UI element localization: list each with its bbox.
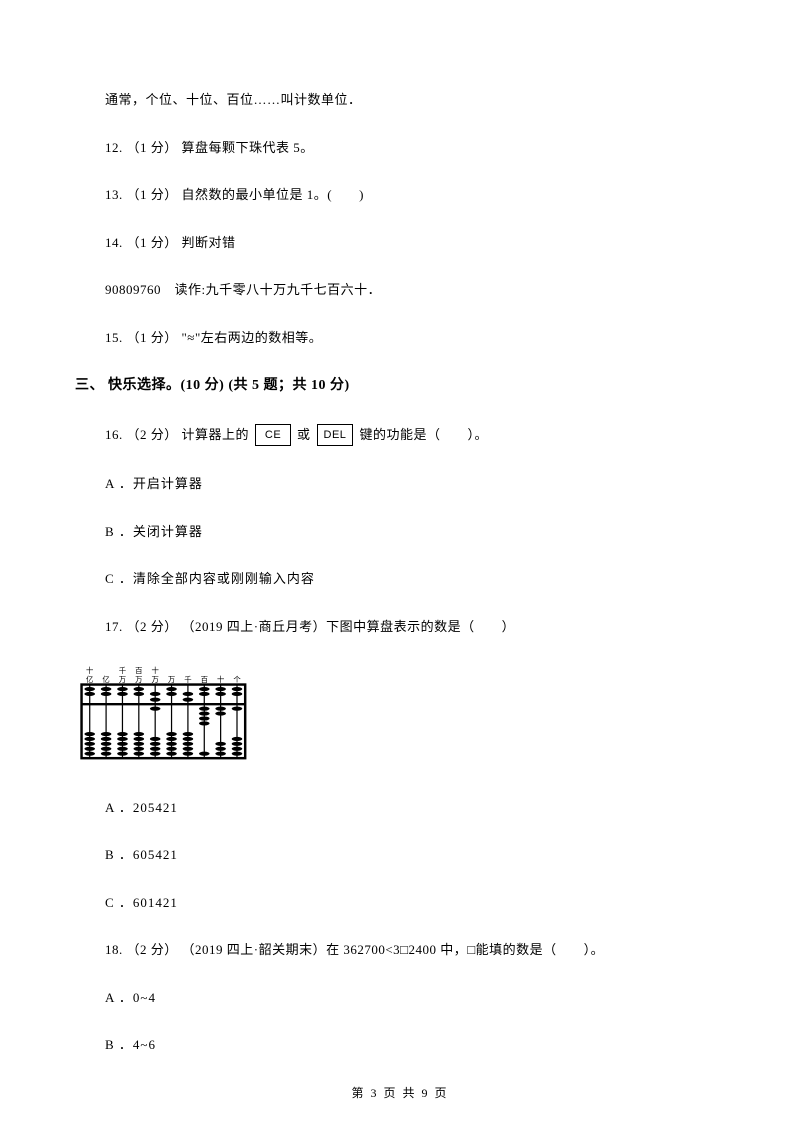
abacus-svg: 十千百十亿亿万万万万千百十个 — [75, 664, 255, 764]
question-14: 14. （1 分） 判断对错 — [105, 233, 725, 253]
q16-mid: 或 — [297, 425, 311, 445]
question-17: 17. （2 分） （2019 四上·商丘月考）下图中算盘表示的数是（ ） — [105, 617, 725, 637]
ce-key-box: CE — [255, 424, 291, 446]
svg-text:百: 百 — [201, 675, 208, 684]
question-14-sub: 90809760 读作:九千零八十万九千七百六十． — [105, 280, 725, 300]
section-3-heading: 三、 快乐选择。(10 分) (共 5 题；共 10 分) — [75, 375, 725, 396]
svg-text:十: 十 — [217, 675, 224, 684]
svg-text:十: 十 — [86, 666, 93, 675]
svg-text:千: 千 — [119, 666, 126, 675]
svg-text:千: 千 — [184, 675, 191, 684]
svg-text:亿: 亿 — [86, 675, 93, 684]
question-18: 18. （2 分） （2019 四上·韶关期末）在 362700<3□2400 … — [105, 940, 725, 960]
svg-text:亿: 亿 — [102, 675, 109, 684]
del-key-box: DEL — [317, 424, 354, 446]
question-16: 16. （2 分） 计算器上的 CE 或 DEL 键的功能是（ ）。 — [105, 424, 725, 446]
question-13: 13. （1 分） 自然数的最小单位是 1。( ) — [105, 185, 725, 205]
intro-text: 通常，个位、十位、百位……叫计数单位． — [105, 90, 725, 110]
q16-option-c: C ．清除全部内容或刚刚输入内容 — [105, 569, 725, 589]
question-12: 12. （1 分） 算盘每颗下珠代表 5。 — [105, 138, 725, 158]
q16-prefix: 16. （2 分） 计算器上的 — [105, 425, 249, 445]
q17-option-b: B ．605421 — [105, 845, 725, 865]
q17-option-c: C ．601421 — [105, 893, 725, 913]
svg-text:万: 万 — [135, 675, 142, 684]
svg-text:万: 万 — [119, 675, 126, 684]
question-15: 15. （1 分） "≈"左右两边的数相等。 — [105, 328, 725, 348]
q17-option-a: A ．205421 — [105, 798, 725, 818]
q16-option-a: A ．开启计算器 — [105, 474, 725, 494]
svg-text:万: 万 — [152, 675, 159, 684]
q16-option-b: B ．关闭计算器 — [105, 522, 725, 542]
svg-text:百: 百 — [135, 666, 142, 675]
q18-option-b: B ．4~6 — [105, 1035, 725, 1055]
svg-text:万: 万 — [168, 675, 175, 684]
q16-suffix: 键的功能是（ ）。 — [359, 425, 488, 445]
q18-option-a: A ．0~4 — [105, 988, 725, 1008]
page-footer: 第 3 页 共 9 页 — [0, 1084, 800, 1102]
svg-text:十: 十 — [152, 666, 159, 675]
svg-text:个: 个 — [233, 675, 241, 684]
abacus-figure: 十千百十亿亿万万万万千百十个 — [75, 664, 725, 770]
